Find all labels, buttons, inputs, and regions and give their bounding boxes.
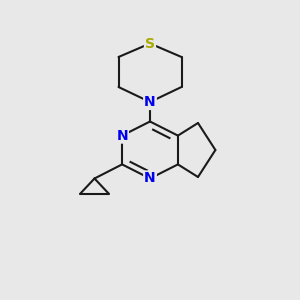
Text: N: N xyxy=(144,95,156,109)
Text: N: N xyxy=(144,172,156,185)
Text: S: S xyxy=(145,37,155,50)
Text: N: N xyxy=(116,129,128,142)
